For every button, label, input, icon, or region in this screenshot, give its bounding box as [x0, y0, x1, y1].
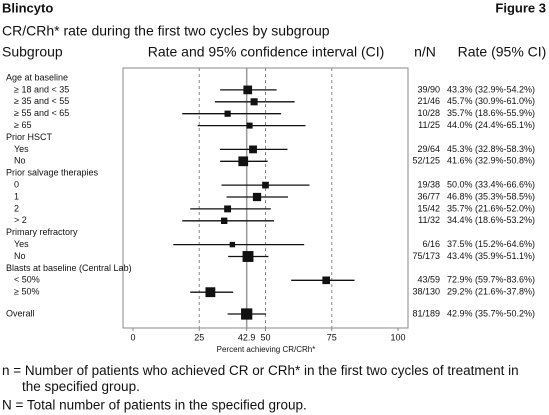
point-estimate — [262, 181, 269, 189]
n-over-n: 75/173 — [412, 251, 440, 261]
n-over-n: 11/25 — [418, 120, 440, 130]
x-axis-label: Percent achieving CR/CRh* — [217, 345, 316, 354]
point-estimate — [322, 276, 330, 285]
group-label: Blasts at baseline (Central Lab) — [6, 263, 132, 273]
n-over-n: 29/64 — [417, 144, 440, 154]
point-estimate — [229, 241, 236, 248]
rate-label: 45.3% (32.8%-58.3%) — [447, 144, 535, 154]
n-over-n: 11/32 — [418, 215, 440, 225]
group-label: Primary refractory — [6, 227, 78, 237]
subgroup-label: ≥ 35 and < 55 — [14, 96, 69, 106]
rate-label: 42.9% (35.7%-50.2%) — [447, 308, 535, 318]
chart-title: Blincyto — [2, 0, 53, 15]
subgroup-label: > 2 — [14, 215, 27, 225]
n-over-n: 38/130 — [412, 287, 440, 297]
point-estimate — [242, 251, 254, 262]
rate-label: 46.8% (35.3%-58.5%) — [447, 191, 535, 201]
x-tick-label: 25 — [194, 332, 204, 342]
group-label: Prior HSCT — [6, 132, 53, 142]
n-over-n: 19/38 — [417, 179, 440, 189]
point-estimate — [246, 122, 253, 129]
n-over-n: 43/59 — [417, 275, 440, 285]
x-tick-label: 100 — [390, 332, 405, 342]
n-over-n: 21/46 — [417, 96, 440, 106]
point-estimate — [205, 287, 216, 298]
column-header: Rate and 95% confidence interval (CI) — [148, 44, 385, 60]
subgroup-label: ≥ 65 — [14, 120, 31, 130]
rate-label: 45.7% (30.9%-61.0%) — [447, 96, 535, 106]
subgroup-label: Overall — [6, 308, 35, 318]
column-header: Subgroup — [2, 44, 63, 60]
point-estimate — [241, 308, 253, 320]
rate-label: 34.4% (18.6%-53.2%) — [447, 215, 535, 225]
subgroup-label: < 50% — [14, 275, 40, 285]
x-tick-label: 0 — [130, 332, 135, 342]
subgroup-label: ≥ 50% — [14, 287, 39, 297]
subgroup-label: Yes — [14, 144, 29, 154]
n-over-n: 10/28 — [417, 108, 440, 118]
footnote: n = Number of patients who achieved CR o… — [2, 363, 519, 394]
rate-label: 44.0% (24.4%-65.1%) — [447, 120, 535, 130]
group-label: Prior salvage therapies — [6, 168, 99, 178]
n-over-n: 15/42 — [417, 203, 440, 213]
footnote: N = Total number of patients in the spec… — [2, 398, 307, 413]
rate-label: 35.7% (21.6%-52.0%) — [447, 203, 535, 213]
column-header: n/N — [414, 44, 436, 60]
subgroup-label: Yes — [14, 239, 29, 249]
point-estimate — [238, 156, 249, 167]
subtitle: CR/CRh* rate during the first two cycles… — [2, 23, 330, 39]
n-over-n: 39/90 — [417, 84, 440, 94]
n-over-n: 36/77 — [417, 191, 440, 201]
point-estimate — [250, 98, 258, 106]
point-estimate — [224, 205, 232, 213]
group-label: Age at baseline — [6, 72, 68, 82]
rate-label: 37.5% (15.2%-64.6%) — [447, 239, 535, 249]
subgroup-label: 2 — [14, 203, 19, 213]
point-estimate — [220, 217, 228, 224]
subgroup-label: No — [14, 251, 26, 261]
rate-label: 35.7% (18.6%-55.9%) — [447, 108, 535, 118]
subgroup-label: 1 — [14, 191, 19, 201]
point-estimate — [243, 85, 253, 95]
x-tick-label: 42.9 — [238, 332, 256, 342]
subgroup-label: No — [14, 156, 26, 166]
x-tick-label: 50 — [260, 332, 270, 342]
rate-label: 41.6% (32.9%-50.8%) — [447, 156, 535, 166]
rate-label: 29.2% (21.6%-37.8%) — [447, 287, 535, 297]
point-estimate — [224, 110, 231, 117]
n-over-n: 81/189 — [412, 308, 440, 318]
point-estimate — [249, 145, 257, 154]
x-tick-label: 75 — [327, 332, 337, 342]
rate-label: 50.0% (33.4%-66.6%) — [447, 179, 535, 189]
subgroup-label: 0 — [14, 179, 19, 189]
n-over-n: 52/125 — [412, 156, 440, 166]
subgroup-label: ≥ 18 and < 35 — [14, 84, 69, 94]
rate-label: 72.9% (59.7%-83.6%) — [447, 275, 535, 285]
column-header: Rate (95% CI) — [458, 44, 547, 60]
subgroup-label: ≥ 55 and < 65 — [14, 108, 69, 118]
rate-label: 43.4% (35.9%-51.1%) — [447, 251, 535, 261]
figure-label: Figure 3 — [495, 0, 546, 15]
point-estimate — [252, 192, 262, 202]
n-over-n: 6/16 — [422, 239, 440, 249]
rate-label: 43.3% (32.9%-54.2%) — [447, 84, 535, 94]
